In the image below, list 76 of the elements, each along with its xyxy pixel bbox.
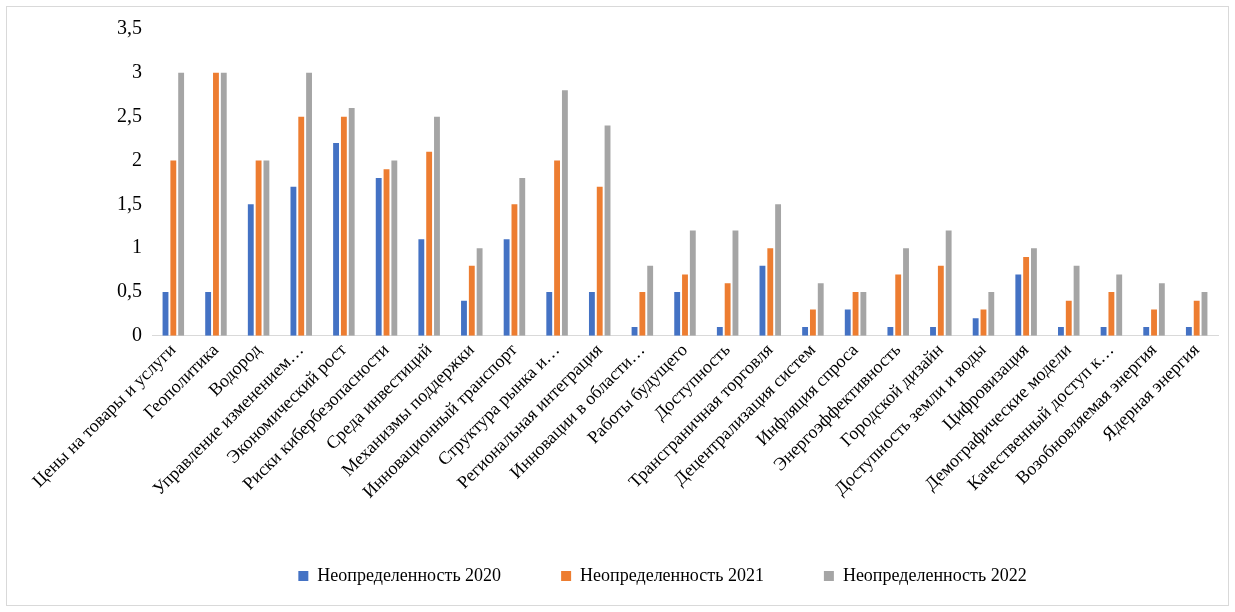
bar [1193,300,1200,336]
y-tick-label: 3,5 [117,16,142,39]
bar [724,283,731,336]
bar [1058,327,1064,336]
bar [945,230,952,336]
bar [1158,283,1165,336]
bar [205,291,212,336]
bar [1151,309,1157,336]
bar [930,327,936,336]
bar [333,142,339,336]
bar [1116,274,1123,336]
bar [298,116,305,336]
legend-label: Неопределенность 2020 [317,564,502,585]
bar [263,160,270,336]
bar [895,274,902,336]
bar [596,186,603,336]
bar [519,178,526,336]
bar [220,72,227,336]
bar [860,291,867,336]
y-tick-label: 0 [132,323,142,346]
bar [306,72,312,336]
bar [647,265,654,336]
bar [817,283,824,336]
y-tick-label: 1 [132,235,142,258]
bar [972,318,979,336]
y-tick-label: 0,5 [117,279,142,302]
bar [461,300,467,336]
bar [682,274,688,336]
bar [1023,256,1030,336]
bar [170,160,177,336]
y-tick-label: 1,5 [117,191,142,214]
bar [426,151,433,336]
bar [418,239,425,336]
bar [178,72,185,336]
bar [767,248,774,336]
bar [674,291,681,336]
y-tick-label: 2 [132,147,142,170]
bar [937,265,944,336]
bar [546,291,553,336]
bar [775,204,782,336]
y-tick-label: 2,5 [117,103,142,126]
bar [434,116,440,336]
bar [554,160,561,336]
bar [213,72,219,336]
bar [588,291,595,336]
bar [809,309,816,336]
bar [375,178,382,336]
bar [561,90,568,336]
bar [1143,327,1150,336]
bar [1185,327,1192,336]
bar [290,186,297,336]
bar [247,204,254,336]
bar [348,107,355,336]
bar [1073,265,1080,336]
legend-label: Неопределенность 2021 [580,564,764,585]
y-tick-label: 3 [132,60,142,83]
bar [903,248,909,336]
bar [391,160,398,336]
bar [1065,300,1072,336]
bar [1015,274,1022,336]
bar [716,327,723,336]
bar [844,309,851,336]
bar [340,116,347,336]
legend-label: Неопределенность 2022 [842,564,1027,585]
bar [503,239,510,336]
bar [1031,248,1037,336]
bar [1100,327,1107,336]
bar [887,327,894,336]
bar [476,248,483,336]
bar [255,160,262,336]
bar [802,327,809,336]
bar [639,291,646,336]
bar [689,230,696,336]
bar [468,265,475,336]
bar [1108,291,1115,336]
bar [988,291,995,336]
